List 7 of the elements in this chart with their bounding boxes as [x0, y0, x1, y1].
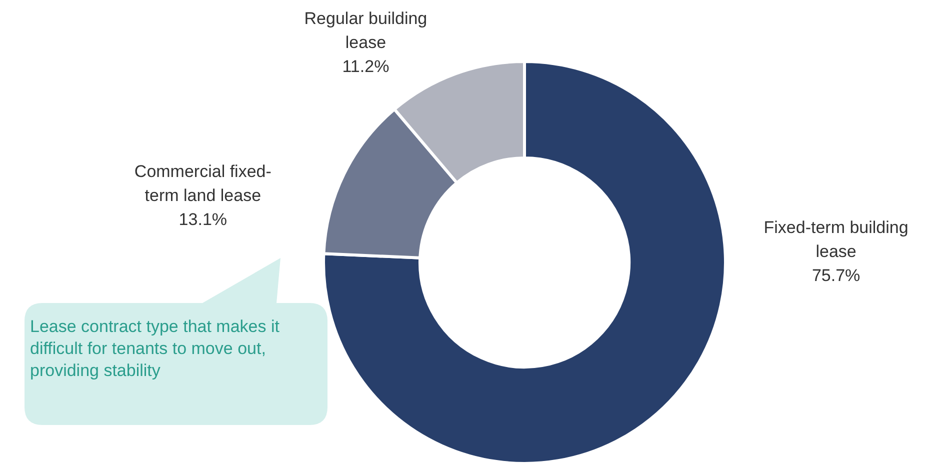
text: Lease contract type that makes it difficult for tenants to move out, providing stability [30, 316, 280, 382]
slice-label: Commercial fixed- term land lease [134, 162, 272, 205]
data-label: 11.2% [342, 57, 390, 76]
slice-label: Regular building lease [304, 9, 428, 52]
data-label: 75.7% [812, 266, 860, 286]
slice-label: Fixed-term building lease [764, 218, 908, 262]
data-label: 13.1% [178, 210, 227, 229]
